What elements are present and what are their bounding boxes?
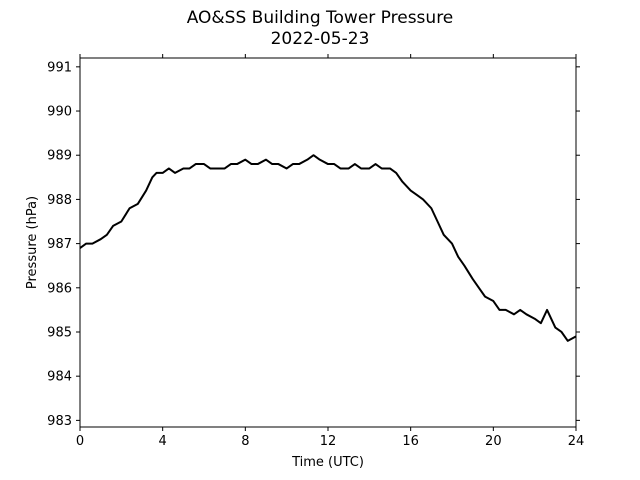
x-tick-label: 4 (159, 434, 167, 449)
y-axis: 983 984 985 986 987 988 989 990 991 (47, 60, 580, 429)
chart-title: AO&SS Building Tower Pressure (186, 8, 454, 28)
chart-subtitle: 2022-05-23 (270, 29, 370, 49)
x-tick-label: 12 (320, 434, 337, 449)
y-tick-label: 985 (47, 325, 72, 340)
y-tick-label: 983 (47, 414, 72, 429)
x-tick-label: 8 (241, 434, 249, 449)
x-axis-label: Time (UTC) (291, 455, 364, 470)
y-tick-label: 987 (47, 237, 72, 252)
y-tick-label: 990 (47, 105, 72, 120)
x-tick-label: 20 (485, 434, 502, 449)
y-tick-label: 988 (47, 193, 72, 208)
y-tick-label: 989 (47, 149, 72, 164)
y-axis-label: Pressure (hPa) (25, 196, 40, 289)
x-axis: 0 4 8 12 16 20 24 (76, 54, 584, 449)
x-tick-label: 0 (76, 434, 84, 449)
plot-area (79, 154, 577, 342)
plot-frame (79, 57, 577, 428)
x-tick-label: 24 (568, 434, 585, 449)
y-tick-label: 991 (47, 60, 72, 75)
pressure-series-line (79, 154, 577, 342)
y-tick-label: 986 (47, 281, 72, 296)
y-tick-label: 984 (47, 370, 72, 385)
x-tick-label: 16 (402, 434, 419, 449)
